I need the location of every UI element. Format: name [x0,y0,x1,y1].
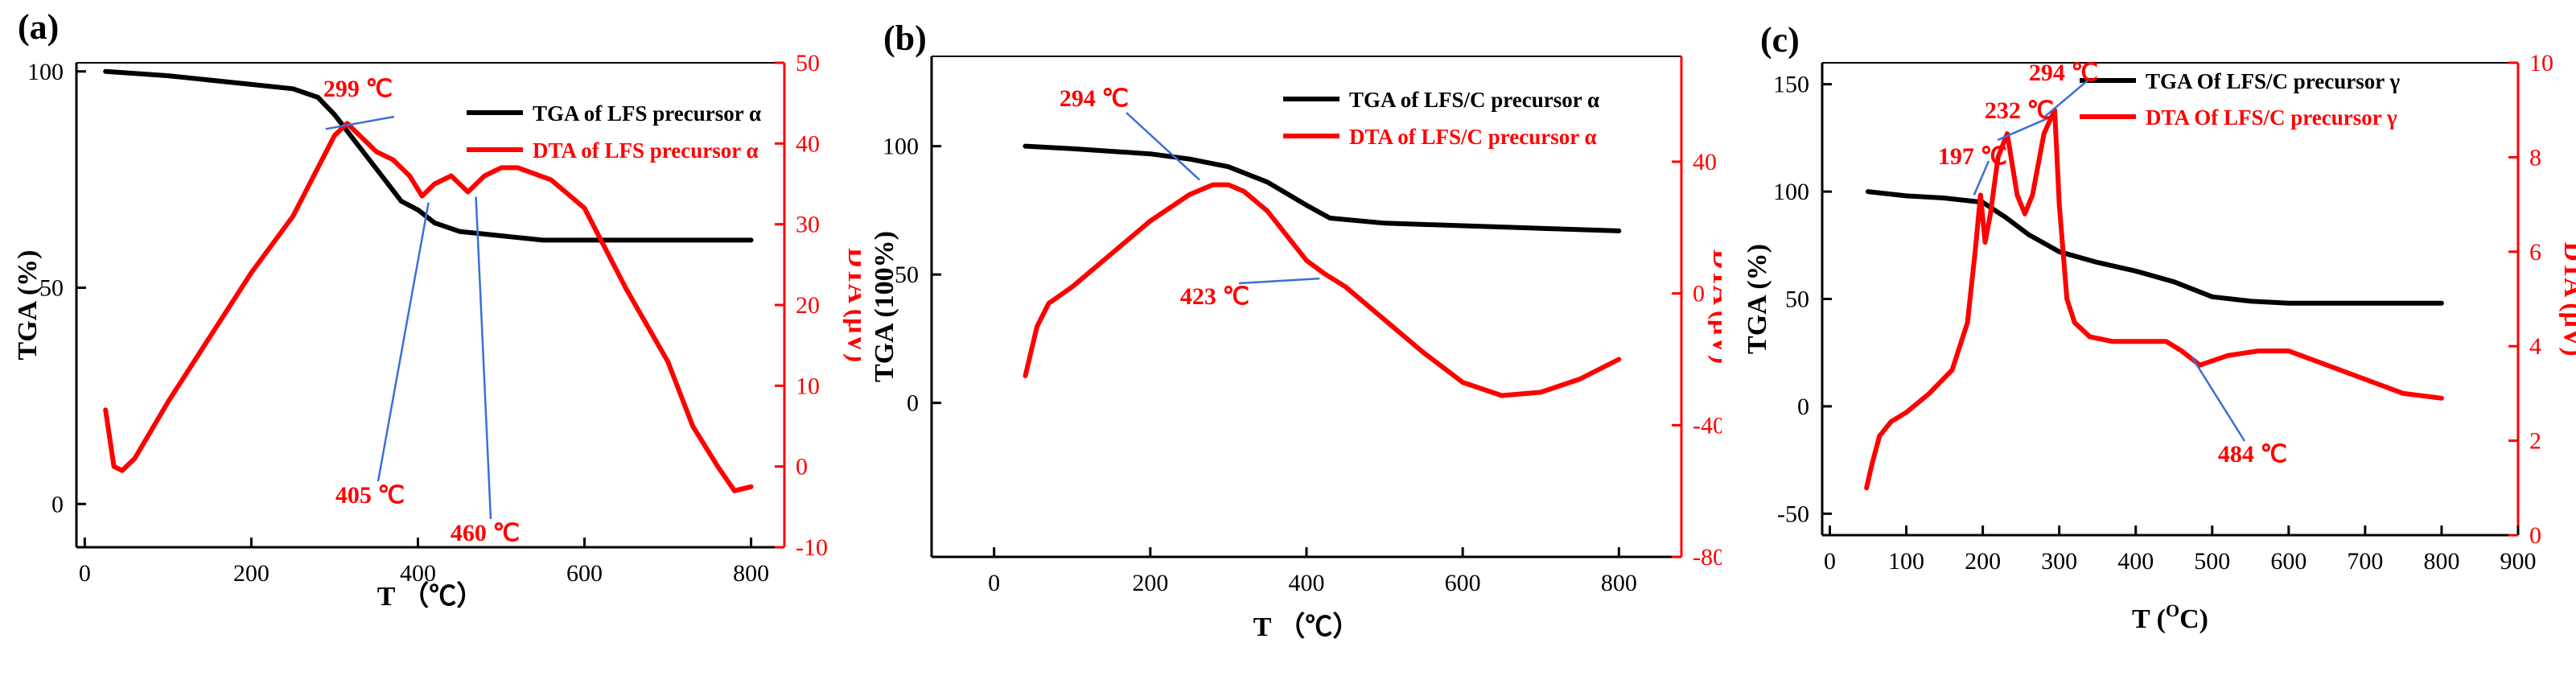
x-tick-label: 200 [233,560,270,587]
x-axis-title-sup: O [2166,600,2179,620]
y2-tick-label: 40 [1693,149,1717,175]
annotation-leader [325,115,395,130]
y-tick-label: 50 [39,275,64,302]
x-tick-label: 400 [400,560,436,587]
x-tick-label: 200 [1132,570,1168,596]
y-tick-label: -50 [1777,501,1809,527]
x-tick-label: 300 [2041,548,2077,575]
x-tick-label: 800 [733,560,769,587]
chart-panel-a: 0 200 400 600 800 0 50 100 -10 0 10 20 30 40 50 TGA of … [0,0,861,676]
x-tick-label: 400 [2117,548,2154,575]
annotation-label: 405 ℃ [335,482,405,509]
y-tick-label: 0 [907,390,919,417]
legend-label: TGA of LFS precursor α [533,101,761,126]
y-axis-title: TGA (%) [1743,244,1772,354]
y-tick-label: 150 [1773,72,1809,98]
y2-tick-label: 2 [2529,428,2541,455]
y2-tick-label: 50 [796,50,820,76]
y-tick-label: 50 [895,262,919,288]
x-tick-label: 600 [2270,548,2306,575]
panel-label: (a) [18,7,59,47]
chart-panel-c: 0 100 200 300 400 500 600 700 800 900 -50 0 50 100 150… [1722,0,2576,676]
annotation-leader [1973,160,1990,196]
annotation-label: 294 ℃ [2029,60,2098,86]
y2-tick-label: 10 [2529,50,2553,76]
tga-line-c [1866,189,2444,306]
y2-tick-label: -40 [1693,412,1722,439]
y2-axis-title: DTA (μV) [842,248,861,362]
y2-tick-label: 4 [2529,333,2541,360]
panel-label: (c) [1760,20,1800,60]
x-tick-label: 700 [2347,548,2383,575]
annotation-leader [1238,277,1320,285]
x-axis-title: T （℃） [1253,611,1360,642]
y2-tick-label: 0 [1693,281,1705,307]
legend-label: DTA of LFS/C precursor α [1349,125,1597,149]
y-axis-title: TGA (%) [13,250,43,361]
panel-label: (b) [883,19,927,58]
x-tick-label: 600 [566,560,603,587]
y2-tick-label: 40 [796,130,820,157]
y2-tick-label: -80 [1693,544,1722,571]
dta-line-a [103,121,754,493]
annotation-leader [2191,357,2246,442]
x-tick-label: 0 [79,560,91,587]
y-tick-label: 50 [1785,286,1809,313]
y-tick-label: 0 [51,491,64,517]
x-tick-label: 0 [988,570,1000,596]
y-tick-label: 0 [1797,394,1809,420]
annotation-label: 299 ℃ [323,76,393,102]
y-tick-label: 100 [883,134,919,160]
x-axis-title: T (OC) [2132,600,2208,634]
y2-axis-title: DTA (μV) [2558,241,2576,356]
y2-tick-label: 30 [796,212,820,238]
chart-a-svg: 0 200 400 600 800 0 50 100 -10 0 10 20 30 40 50 TGA of … [13,7,861,612]
y2-tick-label: 8 [2529,144,2541,171]
annotation-label: 294 ℃ [1060,85,1129,112]
annotation-leader [377,202,430,482]
y2-tick-label: 6 [2529,239,2541,266]
y2-tick-label: 10 [796,373,820,399]
y-tick-label: 100 [1773,179,1809,205]
dta-line-c [1864,107,2444,491]
chart-b-svg: 0 200 400 600 800 0 50 100 -80 -40 0 40 TGA of LFS/C… [870,19,1722,642]
chart-panel-b: 0 200 400 600 800 0 50 100 -80 -40 0 40 TGA of LFS/C… [861,0,1722,676]
tga-line-a [103,68,754,243]
y2-tick-label: 20 [796,292,820,319]
tga-line-b [1023,143,1622,233]
y-axis-title: TGA (100%) [870,231,899,382]
x-tick-label: 500 [2194,548,2230,575]
x-tick-label: 800 [2423,548,2459,575]
legend-label: TGA of LFS/C precursor α [1349,88,1599,112]
annotation-leader [475,196,492,520]
x-tick-label: 400 [1289,570,1325,596]
annotation-leader [1125,112,1200,181]
legend-label: DTA Of LFS/C precursor γ [2146,105,2397,130]
x-tick-label: 800 [1601,570,1637,596]
y2-tick-label: 0 [2529,522,2541,549]
x-axis-title-tail: C) [2179,604,2208,634]
annotation-leader [1997,115,2052,142]
annotation-label: 460 ℃ [451,520,520,546]
annotation-label: 232 ℃ [1985,97,2054,124]
annotation-label: 197 ℃ [1938,143,2007,170]
y2-axis-title: DTA (μV) [1707,249,1722,364]
y2-tick-label: -10 [796,534,828,561]
chart-c-svg: 0 100 200 300 400 500 600 700 800 900-50050100150… [1743,20,2576,634]
x-axis-title-main: T ( [2132,604,2166,634]
annotation-label: 484 ℃ [2218,441,2287,468]
y-tick-label: 100 [27,59,64,85]
legend-label: DTA of LFS precursor α [533,138,759,163]
annotation-leader [2044,80,2088,117]
x-tick-label: 600 [1445,570,1481,596]
x-tick-label: 200 [1965,548,2001,575]
x-tick-label: 0 [1824,548,1836,575]
annotation-label: 423 ℃ [1180,283,1249,310]
legend-label: TGA Of LFS/C precursor γ [2146,69,2401,93]
x-tick-label: 900 [2500,548,2537,575]
dta-line-b [1023,182,1622,398]
x-tick-label: 100 [1888,548,1924,575]
y2-tick-label: 0 [796,454,808,480]
x-axis-title: T （℃） [377,580,484,612]
